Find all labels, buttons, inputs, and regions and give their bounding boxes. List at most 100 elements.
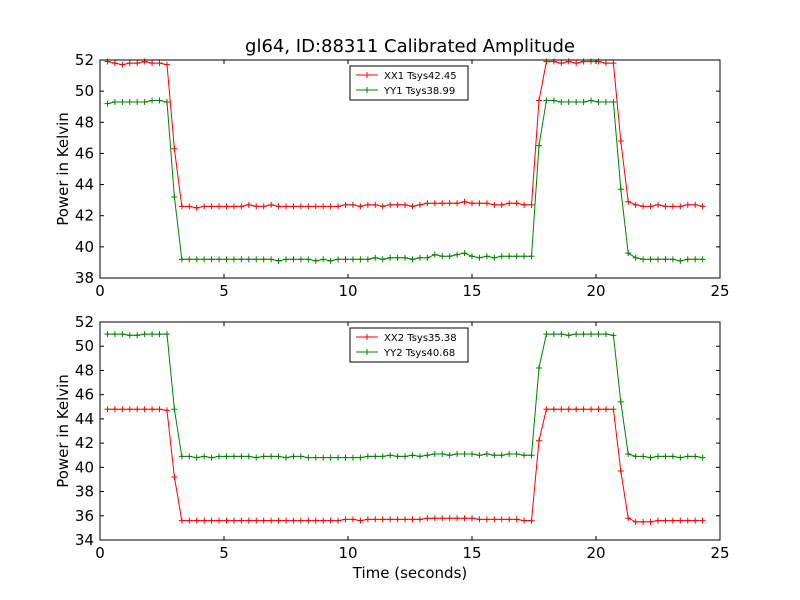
y-tick-label: 42 [75, 434, 94, 452]
data-point [253, 517, 260, 524]
data-point [416, 254, 423, 261]
data-point [245, 517, 252, 524]
data-point [610, 332, 617, 339]
data-point [677, 203, 684, 210]
data-point [111, 406, 118, 413]
data-point [327, 517, 334, 524]
data-point [692, 201, 699, 208]
data-point [550, 331, 557, 338]
data-point [610, 99, 617, 106]
data-point [506, 200, 513, 207]
data-point [149, 97, 156, 104]
data-point [283, 454, 289, 461]
x-tick-label: 15 [462, 544, 481, 562]
y-tick-label: 42 [75, 207, 94, 225]
data-point [268, 453, 275, 460]
data-point [312, 257, 319, 264]
data-point [394, 516, 401, 523]
data-point [290, 517, 297, 524]
data-point [416, 201, 423, 208]
data-point [275, 453, 282, 460]
data-point [528, 517, 535, 524]
data-point [602, 60, 609, 67]
data-point [283, 203, 289, 210]
data-point [119, 99, 126, 106]
data-point [253, 256, 260, 263]
data-point [372, 516, 379, 523]
data-point [245, 453, 252, 460]
data-point [223, 203, 230, 210]
data-point [647, 518, 654, 525]
y-tick-label: 52 [75, 313, 94, 331]
data-point [640, 453, 647, 460]
data-point [669, 517, 676, 524]
data-point [521, 452, 528, 459]
series-yy2 [104, 331, 706, 461]
data-point [454, 200, 461, 207]
data-point [335, 454, 342, 461]
data-point [305, 203, 312, 210]
data-point [543, 406, 550, 413]
data-point [513, 253, 520, 260]
data-point [178, 453, 185, 460]
data-point [655, 453, 661, 460]
data-point [446, 515, 453, 522]
data-point [692, 256, 699, 263]
data-point [543, 331, 550, 338]
data-point [647, 203, 654, 210]
subplot-2: 0 5 10 15 20 25 34 36 38 40 42 44 46 48 50 52 Power in K… [54, 313, 730, 562]
data-point [498, 201, 505, 208]
data-point [640, 256, 647, 263]
data-point [521, 201, 528, 208]
data-point [483, 451, 490, 458]
data-point [230, 517, 237, 524]
data-point [565, 332, 572, 339]
data-point [610, 406, 617, 413]
y-tick-label: 40 [75, 238, 94, 256]
data-point [662, 453, 669, 460]
data-point [141, 99, 148, 106]
data-point [186, 256, 193, 263]
y-tick-label: 40 [75, 458, 94, 476]
data-point [275, 203, 282, 210]
data-point [439, 200, 446, 207]
legend-label: YY2 Tsys40.68 [383, 348, 455, 359]
data-point [297, 453, 304, 460]
data-point [238, 256, 245, 263]
data-point [454, 515, 461, 522]
data-point [535, 365, 542, 372]
data-point [573, 406, 580, 413]
y-tick-label: 50 [75, 337, 94, 355]
data-point [349, 516, 356, 523]
data-point [491, 516, 498, 523]
data-point [357, 454, 364, 461]
data-point [402, 254, 409, 261]
data-point [402, 201, 409, 208]
data-point [141, 331, 148, 338]
data-point [513, 451, 520, 458]
data-point [402, 453, 409, 460]
y-tick-label: 44 [75, 176, 94, 194]
y-axis-label: Power in Kelvin [54, 374, 72, 488]
data-point [565, 406, 572, 413]
y-tick-label: 48 [75, 113, 94, 131]
x-tick-label: 25 [710, 544, 729, 562]
y-tick-label: 34 [75, 531, 94, 549]
x-axis-label: Time (seconds) [352, 564, 468, 582]
data-point [558, 406, 565, 413]
data-point [364, 256, 371, 263]
data-point [498, 516, 505, 523]
data-point [625, 515, 632, 522]
data-point [156, 97, 163, 104]
data-point [335, 517, 342, 524]
data-point [223, 256, 230, 263]
data-point [699, 517, 706, 524]
data-point [632, 518, 639, 525]
data-point [669, 453, 676, 460]
data-point [528, 452, 535, 459]
data-point [297, 203, 304, 210]
legend-box [349, 65, 469, 101]
data-point [573, 331, 580, 338]
data-point [521, 517, 528, 524]
data-point [193, 454, 200, 461]
